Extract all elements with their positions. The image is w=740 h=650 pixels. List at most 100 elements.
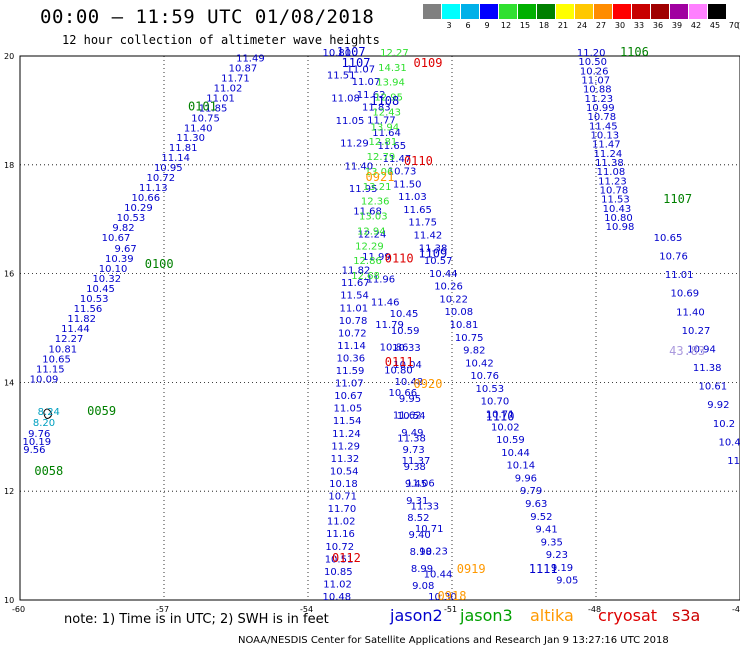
swh-value: 10.80: [604, 213, 633, 224]
swh-value: 10.22: [439, 294, 468, 305]
pass-time-label: 0918: [438, 589, 467, 603]
y-tick-label: 18: [4, 161, 14, 170]
x-tick-label: -57: [156, 605, 169, 614]
swh-value: 12.86: [353, 256, 382, 267]
swh-value: 11.07: [581, 75, 610, 86]
swh-value: 9.82: [463, 346, 485, 357]
swh-value: 11.95: [349, 184, 378, 195]
swh-value: 10.95: [154, 163, 183, 174]
swh-value: 10.33: [392, 343, 421, 354]
colorbar-label: 21: [557, 21, 569, 30]
swh-value: 10.44: [429, 269, 458, 280]
swh-value: 12.94: [357, 226, 386, 237]
swh-value: 10.59: [391, 326, 420, 337]
swh-value: 10.73: [388, 167, 417, 178]
legend-s3a: s3a: [672, 606, 701, 625]
swh-value: 10.4: [718, 437, 740, 448]
swh-value: 11.08: [331, 93, 360, 104]
colorbar-label: 6: [465, 21, 471, 30]
swh-value: 10.85: [324, 567, 353, 578]
swh-value: 10.71: [415, 524, 444, 535]
swh-value: 11.07: [335, 379, 364, 390]
swh-value: 10.26: [580, 66, 609, 77]
swh-value: 11.53: [601, 195, 630, 206]
swh-value: 11.83: [362, 103, 391, 114]
swh-value: 11.40: [184, 123, 213, 134]
swh-value: 11.40: [676, 307, 705, 318]
swh-value: 11.20: [577, 48, 606, 59]
swh-value: 10.72: [146, 173, 175, 184]
swh-value: 11.99: [362, 252, 391, 263]
swh-value: 11.24: [332, 429, 361, 440]
colorbar-swatch: [575, 4, 593, 19]
swh-value: 9.82: [112, 223, 134, 234]
pass-time-label: 0112: [332, 551, 361, 565]
legend-altika: altika: [530, 606, 574, 625]
map-title: 00:00 – 11:59 UTC 01/08/2018: [40, 6, 375, 28]
map-frame: [19, 55, 740, 601]
swh-value: 10.66: [132, 193, 161, 204]
swh-value: 12.81: [369, 137, 398, 148]
swh-value: 8.98: [410, 547, 432, 558]
map-subtitle: 12 hour collection of altimeter wave hei…: [62, 33, 380, 47]
swh-value: 10.72: [325, 542, 354, 553]
swh-value: 10.72: [338, 328, 367, 339]
swh-value: 10.67: [334, 391, 363, 402]
pass-time-label: 0921: [366, 170, 395, 184]
swh-value: 10.57: [424, 256, 453, 267]
colorbar-swatch: [499, 4, 517, 19]
swh-value: 11.38: [595, 158, 624, 169]
swh-value: 12.27: [55, 334, 84, 345]
swh-value: 10.99: [586, 103, 615, 114]
swh-value: 11.49: [236, 53, 265, 64]
swh-value: 11.71: [221, 73, 250, 84]
swh-value: 8.24: [38, 407, 60, 418]
swh-value: 11.50: [393, 179, 422, 190]
swh-value: 12.95: [374, 93, 403, 104]
colorbar-swatch: [594, 4, 612, 19]
swh-value: 10.80: [322, 48, 351, 59]
colorbar-label: 24: [576, 21, 588, 30]
x-tick-label: -54: [300, 605, 313, 614]
swh-value: 10.08: [445, 307, 474, 318]
swh-value: 9.23: [546, 550, 568, 561]
swh-value: 11.30: [176, 133, 205, 144]
colorbar-label: 33: [633, 21, 645, 30]
swh-value: 11.65: [377, 141, 406, 152]
pass-time-label: 0111: [385, 355, 414, 369]
swh-value: 10.48: [394, 377, 423, 388]
swh-value: 13.94: [376, 78, 405, 89]
swh-value: 11.77: [367, 115, 396, 126]
swh-value: 11.62: [393, 411, 422, 422]
swh-value: 9.49: [401, 428, 423, 439]
swh-value: 12.79: [367, 152, 396, 163]
y-tick-label: 12: [4, 487, 14, 496]
legend-cryosat: cryosat: [598, 606, 658, 625]
swh-value: 10.86: [380, 343, 409, 354]
swh-value: 11.75: [408, 218, 437, 229]
swh-value: 10.45: [390, 309, 419, 320]
colorbar-swatch: [423, 4, 441, 19]
pass-time-label: 0101: [188, 99, 217, 113]
swh-value: 10.87: [229, 63, 258, 74]
x-tick-label: -45: [732, 605, 740, 614]
swh-value: 9.52: [530, 512, 552, 523]
swh-value: 12.24: [358, 229, 387, 240]
swh-value: 11.42: [414, 231, 443, 242]
swh-value: 10.76: [470, 371, 499, 382]
swh-value: 10.54: [330, 466, 359, 477]
swh-value: 9.76: [28, 429, 50, 440]
colorbar-label: 39: [671, 21, 683, 30]
swh-value: 10.54: [397, 411, 426, 422]
swh-value: 10.51: [325, 554, 354, 565]
swh-value: 11.47: [592, 140, 621, 151]
swh-value: 11.01: [665, 270, 694, 281]
swh-value: 9.73: [402, 445, 424, 456]
x-tick-label: -48: [588, 605, 601, 614]
colorbar-label: 12: [500, 21, 512, 30]
swh-value: 9.05: [556, 576, 578, 587]
swh-value: 10.04: [393, 360, 422, 371]
swh-value: 11.85: [199, 103, 228, 114]
swh-value: 11.82: [342, 266, 371, 277]
colorbar-swatch: [461, 4, 479, 19]
